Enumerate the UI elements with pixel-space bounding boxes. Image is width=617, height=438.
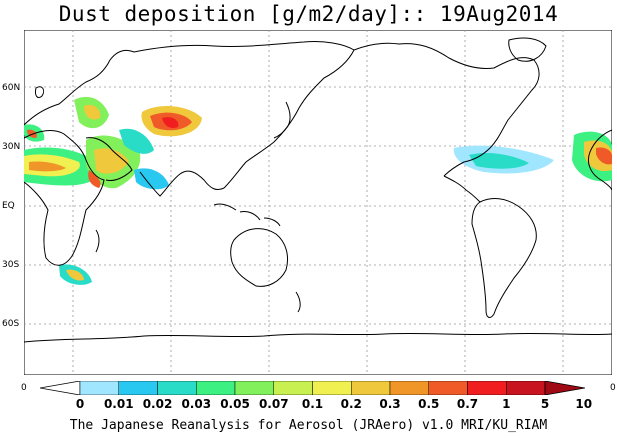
coast-uk <box>35 86 45 99</box>
colorbar-bin <box>157 381 197 395</box>
colorbar-bin <box>118 381 158 395</box>
colorbar-bin <box>389 381 429 395</box>
coast-west-africa-right <box>587 129 612 191</box>
left-edge-label: 0 <box>21 383 27 393</box>
plume-southern-africa-core <box>66 269 84 281</box>
colorbar-bin <box>312 381 352 395</box>
world-map <box>24 30 612 375</box>
plume-horn <box>88 170 101 188</box>
lat-label-30n: 30N <box>2 142 21 152</box>
colorbar-bin <box>428 381 468 395</box>
coast-new-zealand <box>295 291 301 313</box>
lat-label-30s: 30S <box>2 260 20 270</box>
colorbar-tick-label: 1 <box>502 397 511 411</box>
coast-central-america <box>443 175 481 203</box>
colorbar-tick-label: 10 <box>575 397 593 411</box>
grid-lines <box>24 30 612 375</box>
coast-indonesia <box>213 203 281 227</box>
plume-iran <box>119 128 154 154</box>
colorbar-tick-label: 0.1 <box>301 397 324 411</box>
plume-india <box>134 168 169 190</box>
lat-label-60s: 60S <box>2 319 20 329</box>
colorbar-tick-label: 0 <box>75 397 85 411</box>
coast-greenland <box>508 37 547 62</box>
map-frame <box>24 30 612 375</box>
dust-plumes <box>24 96 612 285</box>
coast-madagascar <box>95 229 100 253</box>
coast-south-america <box>471 198 537 318</box>
colorbar-bin <box>234 381 274 395</box>
colorbar-tick-label: 0.5 <box>418 397 440 411</box>
plume-sahara-peak <box>29 161 66 172</box>
colorbar-tick-label: 0.02 <box>142 397 173 411</box>
colorbar-tick-label: 0.05 <box>220 397 250 411</box>
colorbar-arrow-low <box>40 381 81 395</box>
colorbar-arrow-high <box>544 381 585 395</box>
colorbar-labels: 0 0.01 0.02 0.03 0.05 0.07 0.1 0.2 0.3 0.5 0.7 1 5 10 <box>0 397 617 413</box>
right-edge-label: 0 <box>610 383 616 393</box>
coast-north-america <box>353 42 540 177</box>
coast-europe <box>24 49 135 126</box>
plume-gobi-peak <box>162 117 179 128</box>
lat-label-60n: 60N <box>2 83 21 93</box>
colorbar-tick-label: 0.03 <box>181 397 212 411</box>
colorbar-bin <box>196 381 236 395</box>
colorbar-tick-label: 0.07 <box>258 397 289 411</box>
colorbar-tick-label: 5 <box>540 397 550 411</box>
colorbar-tick-label: 0.3 <box>379 397 401 411</box>
colorbar-bin <box>506 381 546 395</box>
coast-antarctica <box>24 332 612 343</box>
plume-caribbean-core <box>469 152 529 169</box>
map-title: Dust deposition [g/m2/day]:: 19Aug2014 <box>58 2 559 26</box>
colorbar-tick-label: 0.2 <box>340 397 362 411</box>
lat-label-eq: EQ <box>2 201 15 211</box>
coast-arabia <box>85 137 133 181</box>
colorbar-tick-label: 0.7 <box>456 397 479 411</box>
coast-japan <box>273 101 291 139</box>
footer-credit: The Japanese Reanalysis for Aerosol (JRA… <box>69 418 548 433</box>
plume-arabia-core <box>94 148 129 174</box>
colorbar-bin <box>273 381 313 395</box>
colorbar-bin <box>467 381 507 395</box>
colorbar-tick-label: 0.01 <box>103 397 134 411</box>
coast-africa <box>24 130 105 266</box>
plume-levant-core <box>84 104 101 120</box>
plume-sahara-east-peak <box>596 147 612 165</box>
colorbar-bin <box>79 381 119 395</box>
coast-asia <box>133 41 355 197</box>
coastlines <box>24 37 612 343</box>
colorbar-bin <box>351 381 391 395</box>
colorbar <box>40 381 585 395</box>
coast-australia <box>230 228 289 287</box>
